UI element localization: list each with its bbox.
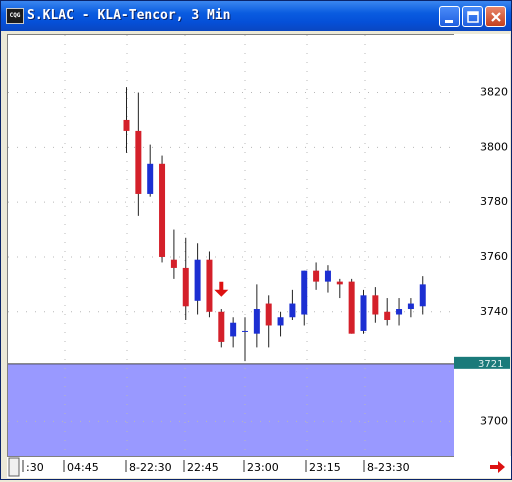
close-button[interactable] bbox=[485, 6, 506, 27]
candle-down-body bbox=[372, 295, 379, 315]
candle-down-body bbox=[218, 311, 225, 342]
candle-down-body bbox=[159, 163, 166, 257]
price-axis-label: 3700 bbox=[480, 414, 508, 427]
price-axis-label: 3760 bbox=[480, 250, 508, 263]
candle-up-body bbox=[360, 295, 367, 331]
price-axis-label: 3780 bbox=[480, 195, 508, 208]
axis-background bbox=[454, 362, 510, 456]
time-axis[interactable]: :30 04:45 8-22:30 22:45 23:00 23:15 8-23:30 bbox=[7, 456, 511, 478]
candle-up-body bbox=[194, 259, 201, 301]
candle-up-body bbox=[277, 317, 284, 326]
maximize-button[interactable] bbox=[462, 6, 483, 27]
scroll-right-arrow-icon bbox=[490, 461, 505, 473]
window-title: S.KLAC - KLA-Tencor, 3 Min bbox=[27, 8, 231, 23]
time-axis-label: :30 bbox=[26, 461, 44, 474]
chart-plot-svg bbox=[8, 35, 454, 456]
maximize-icon bbox=[467, 11, 479, 23]
candle-down-body bbox=[135, 130, 142, 194]
price-axis-label: 3800 bbox=[480, 140, 508, 153]
candle-up-body bbox=[407, 303, 414, 310]
candle-down-body bbox=[265, 303, 272, 326]
chart-plot-area[interactable] bbox=[7, 34, 454, 456]
candle-up-body bbox=[324, 270, 331, 282]
horizontal-scroll-thumb bbox=[8, 457, 20, 477]
candle-up-body bbox=[253, 309, 260, 334]
shaded-price-region bbox=[8, 363, 454, 456]
time-axis-label: 23:15 bbox=[309, 461, 341, 474]
candle-down-body bbox=[384, 311, 391, 320]
candle-up-body bbox=[301, 270, 308, 315]
time-axis-label: 23:00 bbox=[247, 461, 279, 474]
candle-up-body bbox=[419, 284, 426, 307]
time-axis-label: 8-22:30 bbox=[129, 461, 172, 474]
candle-down-body bbox=[182, 267, 189, 307]
candle-up-body bbox=[147, 163, 154, 194]
candle-down-body bbox=[313, 270, 320, 282]
candle-down-body bbox=[206, 259, 213, 312]
time-axis-label: 04:45 bbox=[67, 461, 99, 474]
time-axis-label: 8-23:30 bbox=[367, 461, 410, 474]
candle-up-body bbox=[230, 322, 237, 337]
minimize-icon bbox=[445, 20, 453, 23]
time-axis-label: 22:45 bbox=[187, 461, 219, 474]
candle-down-body bbox=[336, 281, 343, 285]
close-icon bbox=[491, 12, 501, 22]
app-icon[interactable]: CQG bbox=[6, 8, 24, 24]
candle-up-body bbox=[242, 330, 248, 332]
candle-down-body bbox=[123, 119, 130, 131]
time-axis-svg: :30 04:45 8-22:30 22:45 23:00 23:15 8-23:30 bbox=[7, 456, 505, 477]
candle-down-body bbox=[170, 259, 177, 268]
price-axis[interactable]: 3820 3800 3780 3760 3740 3700 3721 bbox=[454, 34, 510, 456]
minimize-button[interactable] bbox=[439, 6, 460, 27]
current-price-tag bbox=[454, 356, 510, 369]
price-axis-svg: 3820 3800 3780 3760 3740 3700 3721 bbox=[454, 86, 510, 456]
price-axis-label: 3820 bbox=[480, 86, 508, 99]
price-axis-label: 3740 bbox=[480, 305, 508, 318]
candle-down-body bbox=[348, 281, 355, 334]
candle-up-body bbox=[396, 309, 403, 315]
current-price-label: 3721 bbox=[478, 359, 503, 370]
sell-signal-arrow-icon bbox=[214, 281, 229, 297]
candle-up-body bbox=[289, 303, 296, 318]
title-bar[interactable]: CQG S.KLAC - KLA-Tencor, 3 Min bbox=[1, 1, 511, 31]
